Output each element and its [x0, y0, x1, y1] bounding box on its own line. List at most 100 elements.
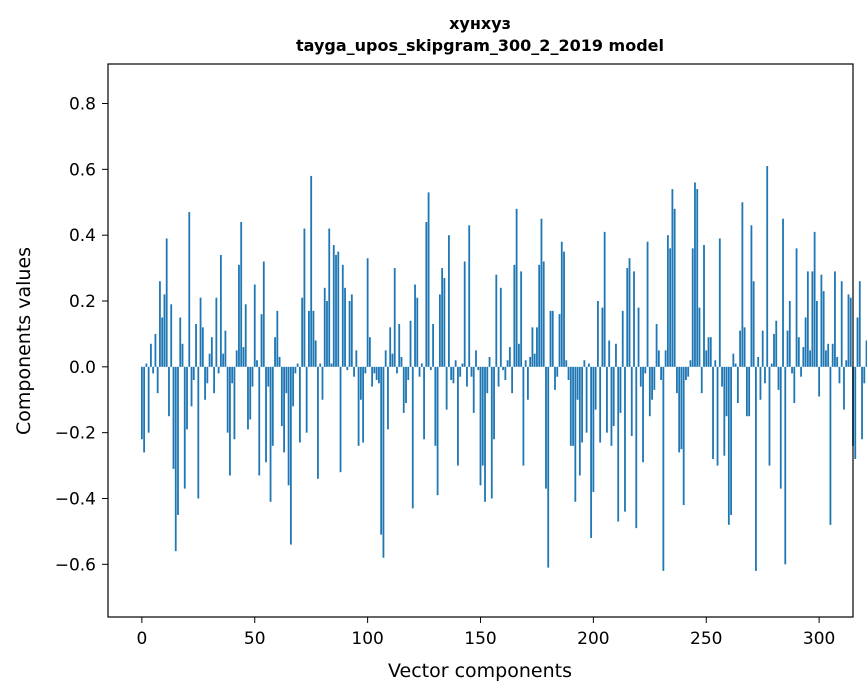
bar-207 — [608, 340, 611, 367]
bar-28 — [204, 366, 206, 400]
bar-70 — [298, 366, 301, 443]
bar-48 — [249, 366, 252, 420]
bar-110 — [389, 327, 392, 367]
bar-19 — [183, 366, 186, 489]
bar-284 — [782, 218, 784, 367]
bar-194 — [578, 366, 581, 476]
bar-227 — [653, 366, 656, 390]
bar-21 — [188, 212, 191, 367]
bar-83 — [328, 228, 331, 367]
bar-97 — [359, 366, 362, 400]
bar-64 — [285, 366, 288, 394]
x-tick-label: 100 — [351, 629, 383, 649]
bar-50 — [253, 284, 256, 367]
bar-6 — [154, 333, 157, 367]
bar-318 — [858, 281, 861, 367]
bar-76 — [312, 310, 315, 367]
bar-198 — [587, 363, 590, 367]
bar-149 — [477, 366, 480, 371]
bar-268 — [745, 366, 748, 417]
bar-165 — [513, 264, 516, 367]
bar-1 — [143, 366, 146, 453]
bar-136 — [447, 235, 450, 367]
bar-265 — [739, 330, 742, 367]
bar-61 — [278, 356, 281, 367]
x-tick-label: 50 — [244, 629, 266, 649]
bar-304 — [827, 343, 830, 367]
bar-208 — [610, 366, 613, 446]
bar-119 — [409, 320, 412, 367]
bar-162 — [506, 360, 509, 367]
bar-183 — [554, 366, 556, 390]
bar-169 — [522, 366, 525, 466]
bar-114 — [398, 324, 401, 367]
bar-131 — [436, 366, 439, 496]
bar-157 — [495, 274, 498, 367]
bar-120 — [411, 366, 414, 509]
bar-238 — [678, 366, 681, 453]
bar-89 — [341, 264, 344, 367]
bar-301 — [820, 274, 823, 367]
bar-186 — [560, 241, 563, 367]
chart-subtitle: tayga_upos_skipgram_300_2_2019 model — [296, 36, 664, 55]
bar-171 — [527, 366, 529, 400]
bar-176 — [538, 264, 541, 367]
bar-221 — [639, 366, 642, 387]
bar-287 — [788, 301, 791, 367]
bar-72 — [303, 228, 306, 367]
bar-40 — [231, 366, 234, 384]
bar-160 — [502, 366, 504, 371]
y-tick-label: 0.2 — [69, 292, 96, 312]
bar-33 — [215, 297, 218, 367]
bar-306 — [831, 343, 834, 367]
bar-0 — [140, 366, 143, 440]
bar-39 — [229, 366, 231, 476]
bar-244 — [691, 248, 694, 367]
bar-135 — [445, 366, 448, 410]
bar-296 — [809, 350, 812, 367]
y-tick-label: −0.2 — [55, 424, 96, 444]
bar-15 — [174, 366, 177, 552]
bar-274 — [759, 366, 762, 400]
bar-43 — [238, 264, 240, 367]
bar-254 — [714, 360, 717, 367]
bar-275 — [761, 330, 764, 367]
bar-192 — [574, 366, 577, 502]
bar-146 — [470, 366, 473, 377]
bar-308 — [836, 356, 839, 367]
bar-241 — [685, 366, 687, 380]
x-tick-label: 200 — [577, 629, 609, 649]
bar-248 — [700, 366, 703, 394]
bar-11 — [165, 238, 168, 367]
x-tick-label: 300 — [803, 629, 835, 649]
bar-139 — [454, 360, 457, 367]
bar-94 — [353, 366, 355, 377]
bar-170 — [524, 360, 527, 367]
bar-280 — [773, 333, 775, 367]
bar-219 — [635, 366, 638, 529]
bar-99 — [364, 366, 367, 374]
bar-281 — [775, 320, 778, 367]
bar-113 — [396, 366, 398, 374]
bar-125 — [423, 366, 425, 440]
bar-272 — [755, 366, 757, 571]
bar-16 — [177, 366, 179, 515]
bar-293 — [802, 347, 805, 367]
bar-258 — [723, 366, 726, 456]
bar-56 — [267, 366, 270, 387]
bar-150 — [479, 366, 482, 486]
bar-154 — [488, 356, 491, 367]
bar-58 — [271, 366, 274, 446]
bar-167 — [517, 343, 520, 367]
bar-84 — [330, 363, 333, 367]
bar-235 — [671, 189, 674, 367]
bar-29 — [206, 366, 209, 384]
bar-193 — [576, 366, 579, 400]
bar-190 — [569, 366, 572, 446]
bar-24 — [195, 324, 197, 367]
bar-128 — [429, 366, 432, 371]
bar-201 — [594, 366, 597, 410]
bar-126 — [425, 222, 428, 367]
bar-53 — [260, 314, 263, 367]
